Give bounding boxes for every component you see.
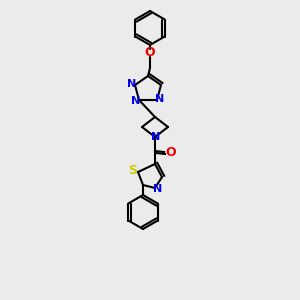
Text: N: N <box>131 96 141 106</box>
Text: N: N <box>155 94 165 104</box>
Text: N: N <box>153 184 163 194</box>
Text: S: S <box>128 164 137 178</box>
Text: N: N <box>128 79 136 89</box>
Text: O: O <box>166 146 176 160</box>
Text: N: N <box>152 132 160 142</box>
Text: O: O <box>145 46 155 59</box>
